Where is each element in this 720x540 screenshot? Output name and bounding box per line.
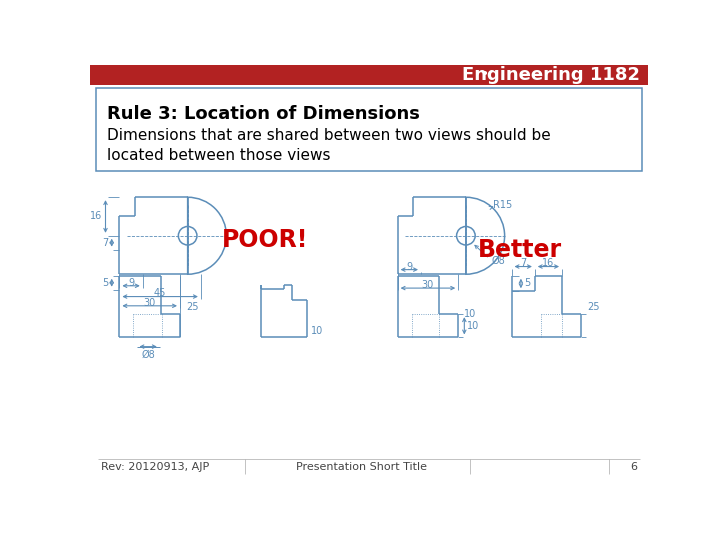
Text: 5: 5 (102, 278, 109, 288)
Text: 30: 30 (422, 280, 434, 290)
Text: Engineering 1182: Engineering 1182 (462, 66, 640, 84)
Text: 16: 16 (90, 212, 102, 221)
Text: Ø8: Ø8 (141, 350, 155, 360)
Text: 9: 9 (128, 278, 134, 288)
Text: 7: 7 (520, 259, 526, 268)
Text: 16: 16 (542, 259, 554, 268)
Text: Ø8: Ø8 (491, 256, 505, 266)
Text: 45: 45 (154, 288, 166, 299)
Text: R15: R15 (493, 200, 512, 210)
Text: Presentation Short Title: Presentation Short Title (296, 462, 427, 472)
Text: 10: 10 (311, 326, 323, 336)
Text: 25: 25 (588, 301, 600, 312)
Text: 7: 7 (102, 238, 109, 248)
Text: 5: 5 (524, 279, 530, 288)
Text: Rule 3: Location of Dimensions: Rule 3: Location of Dimensions (107, 105, 420, 123)
Text: 30: 30 (143, 298, 156, 308)
Text: 6: 6 (630, 462, 637, 472)
Text: 9: 9 (406, 261, 413, 272)
Text: 10: 10 (464, 309, 477, 319)
Text: •: • (480, 68, 487, 82)
Bar (96, 88, 642, 171)
Text: Rev: 20120913, AJP: Rev: 20120913, AJP (101, 462, 209, 472)
Text: 25: 25 (186, 301, 199, 312)
Bar (90, 65, 648, 85)
Text: Better: Better (477, 238, 562, 261)
Text: 10: 10 (467, 321, 480, 331)
Text: POOR!: POOR! (222, 227, 308, 252)
Text: Dimensions that are shared between two views should be
located between those vie: Dimensions that are shared between two v… (107, 128, 551, 163)
